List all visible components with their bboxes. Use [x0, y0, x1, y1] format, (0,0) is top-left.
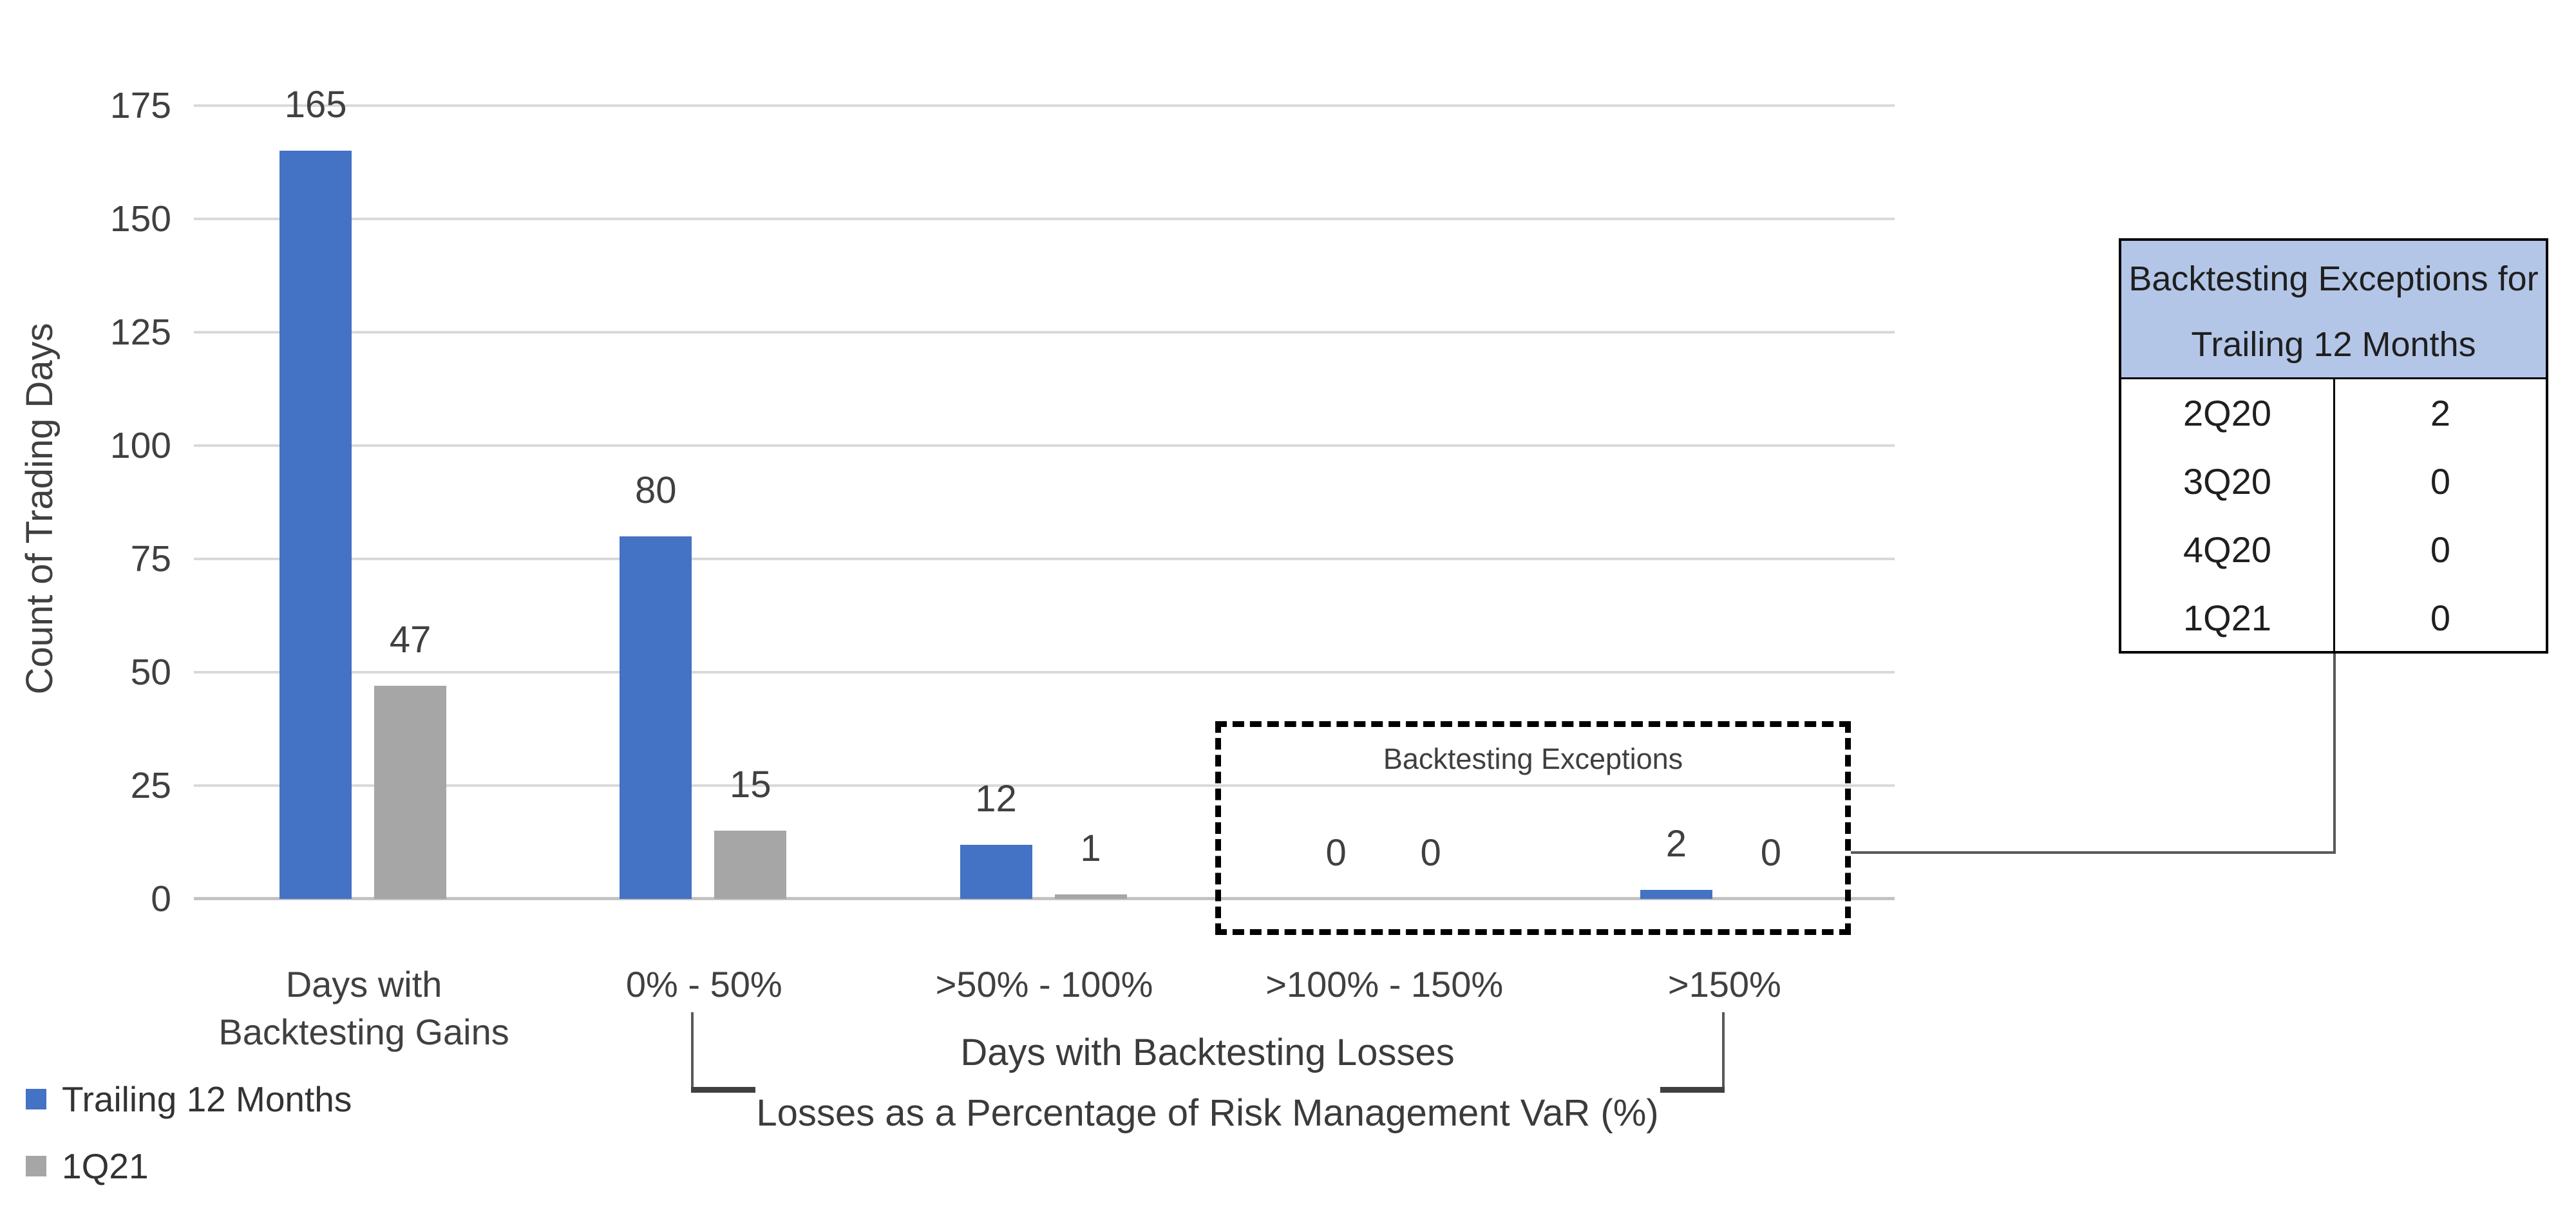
legend-swatch-1q21	[26, 1156, 46, 1176]
y-axis-tick-label: 125	[109, 312, 171, 353]
bracket-right-tick	[1660, 1087, 1725, 1093]
legend-item-1q21: 1Q21	[26, 1144, 352, 1189]
bar-value-label: 2	[1665, 822, 1687, 865]
y-axis-tick-label: 25	[130, 765, 171, 806]
exceptions-table-header: Backtesting Exceptions for Trailing 12 M…	[2121, 241, 2546, 379]
table-row-value: 0	[2430, 529, 2451, 570]
annotation-box-title: Backtesting Exceptions	[1383, 742, 1683, 775]
table-row-quarter: 4Q20	[2121, 516, 2335, 584]
gridline	[194, 558, 1895, 560]
connector-vertical-line	[2333, 652, 2336, 854]
bar-value-label: 0	[1420, 832, 1441, 874]
y-axis-tick-label: 150	[109, 198, 171, 240]
y-axis-tick-label: 100	[109, 425, 171, 466]
bracket-left-vertical-line	[691, 1012, 694, 1091]
legend-label-1q21: 1Q21	[62, 1146, 149, 1186]
y-axis-tick-label: 0	[151, 878, 171, 920]
bar-trailing-12-months	[279, 151, 352, 899]
y-axis-tick-label: 50	[130, 652, 171, 693]
bracket-right-vertical-line	[1722, 1012, 1725, 1091]
y-axis-tick-label: 175	[109, 85, 171, 126]
x-axis-category-label: 0% - 50%	[625, 964, 782, 1005]
bar-1q21	[374, 686, 447, 899]
gridline	[194, 784, 1895, 787]
x-axis-category-label: >150%	[1667, 964, 1781, 1005]
bar-value-label: 80	[635, 469, 677, 511]
x-axis-group-label-line2: Losses as a Percentage of Risk Managemen…	[756, 1092, 1659, 1134]
table-row-value: 2	[2430, 393, 2451, 433]
x-axis-category-label: Days with Backtesting Gains	[218, 964, 509, 1052]
chart-legend: Trailing 12 Months 1Q21	[26, 1077, 352, 1211]
legend-swatch-trailing-12-months	[26, 1089, 46, 1109]
bar-trailing-12-months	[620, 536, 692, 899]
backtesting-exceptions-annotation-box: Backtesting Exceptions	[1215, 721, 1851, 935]
table-row-value: 0	[2430, 461, 2451, 502]
bar-1q21	[714, 831, 787, 899]
bar-trailing-12-months	[1640, 889, 1712, 899]
gridline	[194, 104, 1895, 107]
x-axis-line	[194, 897, 1895, 900]
gridline	[194, 671, 1895, 674]
bracket-left-tick	[691, 1087, 755, 1093]
bar-value-label: 0	[1325, 832, 1347, 874]
exceptions-table-header-line2: Trailing 12 Months	[2191, 325, 2476, 364]
bar-value-label: 12	[975, 777, 1017, 820]
bar-1q21	[1054, 894, 1127, 899]
bar-value-label: 15	[730, 764, 772, 806]
exceptions-table-body: 2Q20 2 3Q20 0 4Q20 0 1Q21 0	[2121, 379, 2546, 652]
exceptions-table-header-line1: Backtesting Exceptions for	[2128, 259, 2539, 298]
x-axis-category-label: >50% - 100%	[935, 964, 1153, 1005]
legend-label-trailing-12-months: Trailing 12 Months	[62, 1079, 352, 1119]
x-axis-group-label-line1: Days with Backtesting Losses	[960, 1032, 1455, 1073]
gridline	[194, 218, 1895, 220]
connector-horizontal-line	[1851, 851, 2336, 854]
bar-value-label: 165	[284, 84, 347, 126]
table-row-quarter: 1Q21	[2121, 584, 2335, 652]
bar-value-label: 1	[1080, 827, 1101, 869]
y-axis-tick-label: 75	[130, 538, 171, 580]
legend-item-trailing-12-months: Trailing 12 Months	[26, 1077, 352, 1122]
table-row-value: 0	[2430, 598, 2451, 638]
table-row-quarter: 2Q20	[2121, 379, 2335, 448]
gridline	[194, 331, 1895, 334]
bar-trailing-12-months	[960, 844, 1032, 899]
bar-value-label: 47	[389, 619, 431, 661]
x-axis-category-label: >100% - 150%	[1265, 964, 1504, 1005]
bar-value-label: 0	[1760, 832, 1782, 874]
backtesting-exceptions-table: Backtesting Exceptions for Trailing 12 M…	[2119, 238, 2548, 654]
table-row-quarter: 3Q20	[2121, 448, 2335, 516]
gridline	[194, 444, 1895, 447]
